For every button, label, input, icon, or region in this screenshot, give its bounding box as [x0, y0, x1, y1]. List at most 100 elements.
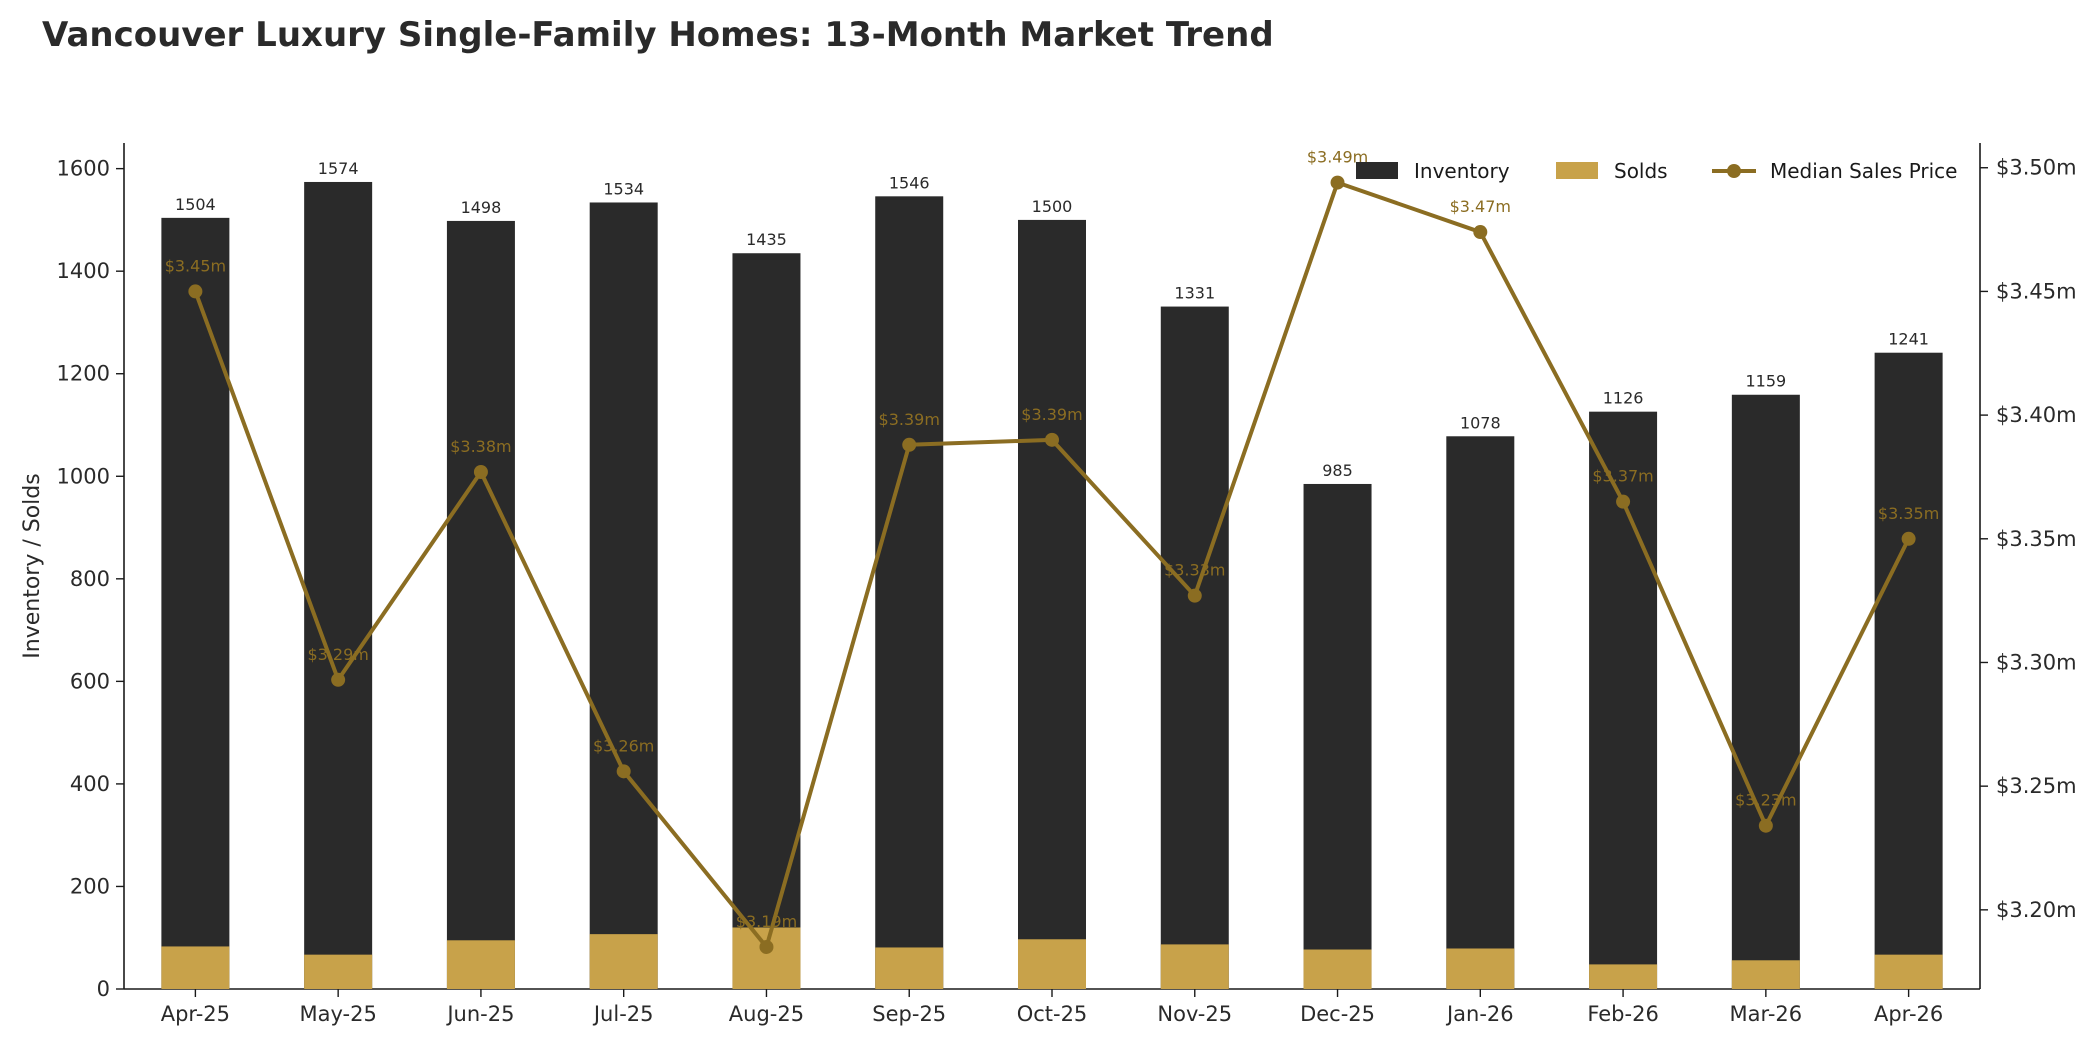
median-price-label: $3.39m [1021, 405, 1082, 424]
median-price-point [1473, 225, 1488, 240]
median-price-point [1901, 531, 1916, 546]
inventory-bar [446, 220, 515, 989]
inventory-value-label: 1500 [1032, 197, 1073, 216]
median-price-point [1758, 818, 1773, 833]
inventory-bar [589, 202, 658, 989]
median-price-label: $3.33m [1164, 561, 1225, 580]
median-price-label: $3.23m [1735, 791, 1796, 810]
solds-bar [1446, 948, 1515, 989]
median-price-point [473, 465, 488, 479]
median-price-label: $3.37m [1592, 467, 1653, 486]
chart-title: Vancouver Luxury Single-Family Homes: 13… [42, 15, 1274, 55]
y2-tick-label: $3.40m [1996, 403, 2077, 427]
x-tick-label: Feb-26 [1587, 1002, 1658, 1026]
solds-bar [875, 947, 944, 989]
y-tick-label: 1400 [57, 259, 110, 283]
solds-bar [732, 927, 801, 989]
x-tick-label: Apr-26 [1874, 1002, 1943, 1026]
legend-label-solds: Solds [1614, 159, 1668, 183]
median-price-point [1616, 494, 1631, 509]
x-tick-label: Nov-25 [1157, 1002, 1232, 1026]
x-tick-label: Sep-25 [872, 1002, 946, 1026]
inventory-bar [1874, 352, 1943, 989]
x-tick-label: Oct-25 [1017, 1002, 1088, 1026]
median-price-point [1187, 588, 1202, 603]
x-tick-label: Mar-26 [1730, 1002, 1803, 1026]
solds-bar [161, 946, 230, 989]
inventory-value-label: 1574 [318, 159, 359, 178]
inventory-value-label: 1546 [889, 173, 930, 192]
solds-bar [1018, 939, 1086, 989]
median-price-point [759, 939, 774, 954]
median-price-label: $3.45m [165, 256, 226, 275]
inventory-bar [1731, 394, 1800, 989]
x-tick-label: Jun-25 [445, 1002, 514, 1026]
y2-tick-label: $3.20m [1996, 898, 2077, 922]
legend-swatch-price-marker [1727, 164, 1741, 178]
median-price-label: $3.39m [879, 410, 940, 429]
x-tick-label: Jan-26 [1445, 1002, 1514, 1026]
solds-bar [1303, 949, 1372, 989]
median-price-point [902, 437, 917, 452]
inventory-value-label: 1241 [1888, 330, 1929, 349]
median-price-label: $3.26m [593, 736, 654, 755]
inventory-value-label: 1498 [461, 198, 502, 217]
inventory-bar [1160, 306, 1229, 989]
legend-label-price: Median Sales Price [1770, 159, 1957, 183]
solds-bar [1589, 964, 1658, 989]
legend: Inventory Solds Median Sales Price [1356, 159, 1957, 183]
median-price-point [616, 764, 631, 779]
inventory-bar [304, 181, 373, 989]
median-price-point [188, 284, 203, 299]
solds-bar [1874, 954, 1943, 989]
inventory-value-label: 1331 [1174, 284, 1215, 303]
y-tick-label: 600 [70, 669, 110, 693]
inventory-bar [1018, 219, 1086, 990]
median-price-point [1045, 432, 1059, 447]
solds-bar [446, 940, 515, 989]
y2-tick-label: $3.35m [1996, 527, 2077, 551]
y2-tick-label: $3.45m [1996, 279, 2077, 303]
solds-bar [1160, 944, 1229, 989]
inventory-value-label: 1435 [746, 230, 787, 249]
inventory-bar [161, 217, 230, 990]
y2-tick-label: $3.25m [1996, 774, 2077, 798]
inventory-value-label: 1078 [1460, 413, 1501, 432]
median-price-label: $3.35m [1878, 504, 1939, 523]
x-tick-label: Jul-25 [592, 1002, 654, 1026]
y-tick-label: 1600 [57, 157, 110, 181]
inventory-bar [732, 253, 801, 990]
inventory-value-label: 1126 [1603, 389, 1644, 408]
y-tick-label: 400 [70, 772, 110, 796]
inventory-value-label: 985 [1322, 461, 1353, 480]
inventory-value-label: 1504 [175, 195, 216, 214]
solds-bar [304, 954, 373, 989]
y-tick-label: 1200 [57, 362, 110, 386]
y2-tick-label: $3.30m [1996, 650, 2077, 674]
median-price-label: $3.29m [307, 645, 368, 664]
y-tick-label: 1000 [57, 464, 110, 488]
median-price-point [331, 672, 346, 687]
inventory-value-label: 1159 [1745, 372, 1786, 391]
x-tick-label: Dec-25 [1300, 1002, 1375, 1026]
legend-swatch-inventory [1356, 162, 1398, 179]
y-tick-label: 800 [70, 567, 110, 591]
legend-swatch-solds [1556, 162, 1598, 179]
inventory-bar [1446, 436, 1515, 989]
x-tick-label: Apr-25 [161, 1002, 230, 1026]
y-tick-label: 200 [70, 874, 110, 898]
solds-bar [1731, 960, 1800, 989]
y-axis-label: Inventory / Solds [20, 473, 45, 658]
x-tick-label: May-25 [299, 1002, 376, 1026]
y2-tick-label: $3.50m [1996, 156, 2077, 180]
inventory-bar [1303, 483, 1372, 989]
median-price-label: $3.38m [450, 437, 511, 456]
legend-label-inventory: Inventory [1414, 159, 1510, 183]
median-price-point [1330, 175, 1345, 190]
inventory-value-label: 1534 [603, 179, 644, 198]
median-price-label: $3.49m [1307, 148, 1368, 167]
x-tick-label: Aug-25 [729, 1002, 804, 1026]
solds-bar [589, 934, 658, 989]
